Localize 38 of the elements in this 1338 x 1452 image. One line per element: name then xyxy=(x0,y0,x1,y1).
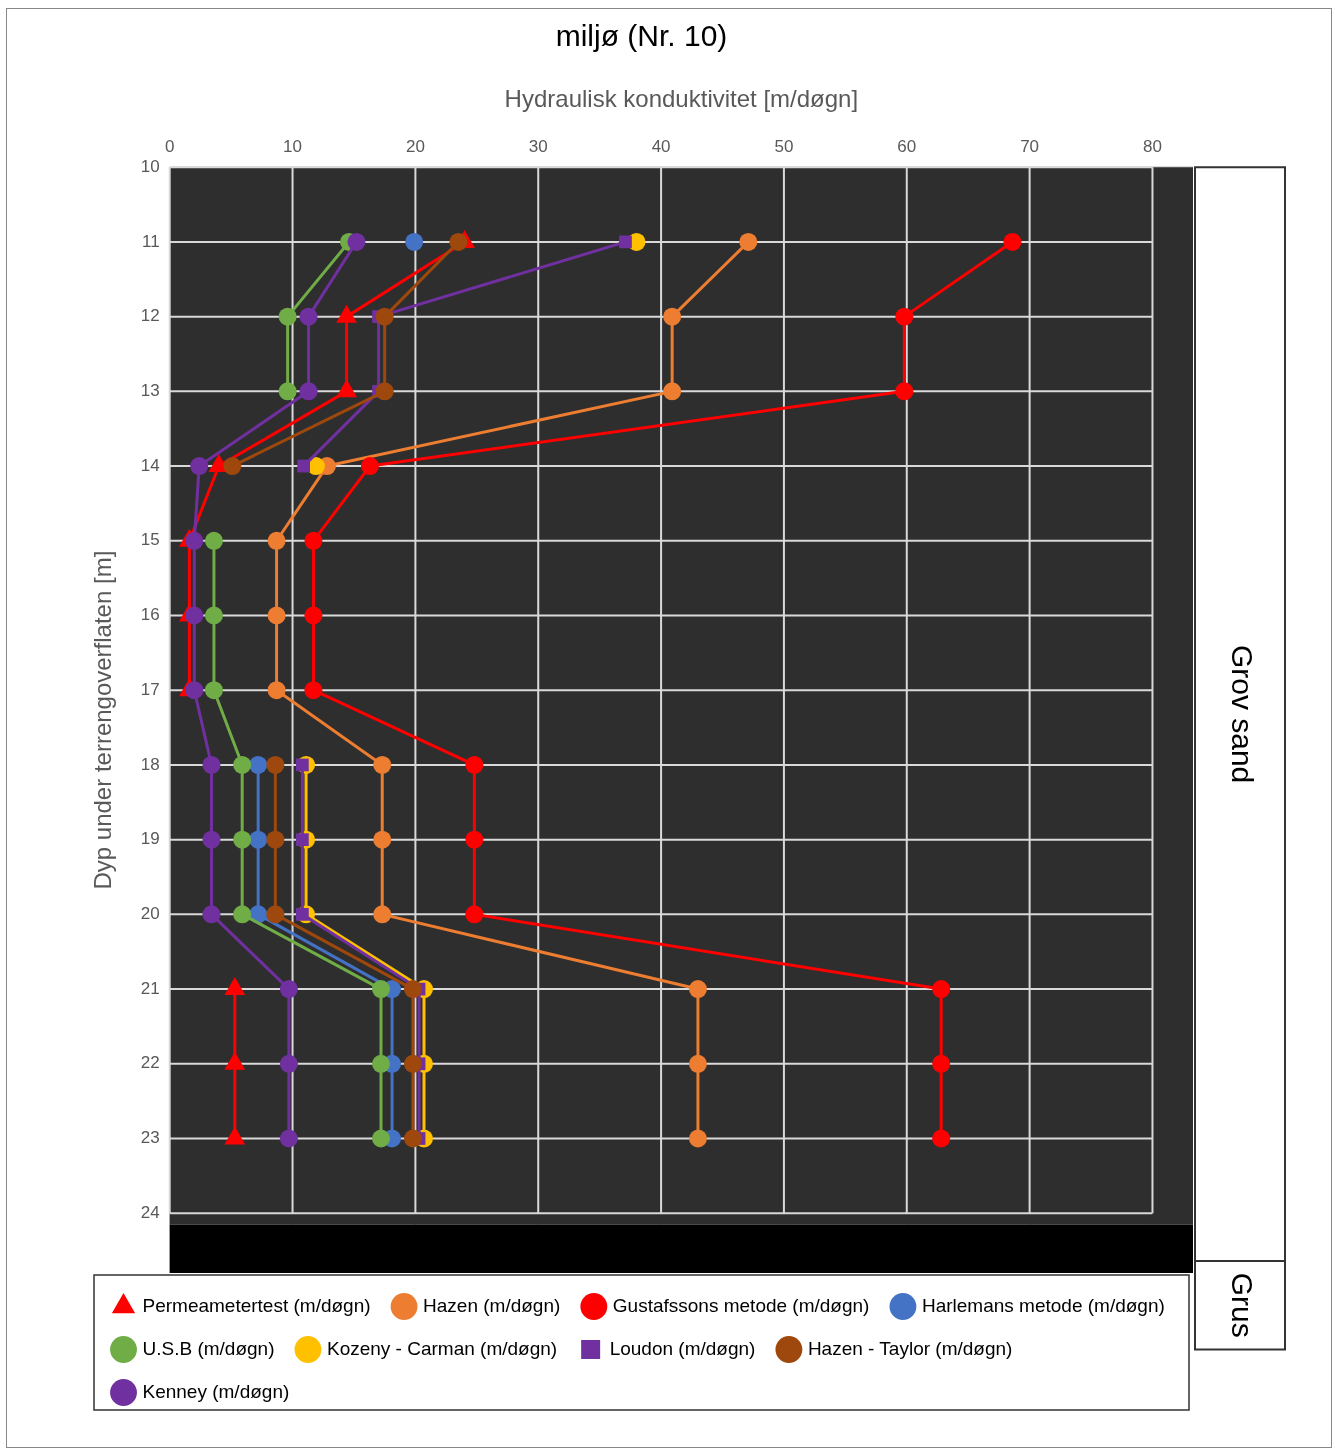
x-axis-title: Hydraulisk konduktivitet [m/døgn] xyxy=(504,85,859,113)
band-label: Grus xyxy=(1225,1272,1259,1338)
y-tick-label: 22 xyxy=(140,1053,160,1073)
y-tick-label: 12 xyxy=(140,306,160,326)
y-tick-label: 24 xyxy=(140,1202,160,1222)
y-tick-label: 23 xyxy=(140,1128,160,1148)
legend-label: Kozeny - Carman (m/døgn) xyxy=(326,1337,558,1359)
chart-title: miljø (Nr. 10) xyxy=(555,19,728,53)
legend-label: Gustafssons metode (m/døgn) xyxy=(612,1294,870,1316)
legend-label: U.S.B (m/døgn) xyxy=(142,1337,275,1359)
y-tick-label: 14 xyxy=(140,455,160,475)
x-tick-label: 30 xyxy=(528,136,548,156)
x-tick-label: 60 xyxy=(897,136,917,156)
y-axis-title: Dyp under terrengoverflaten [m] xyxy=(89,550,117,890)
legend-label: Loudon (m/døgn) xyxy=(609,1337,756,1359)
y-tick-label: 15 xyxy=(140,530,160,550)
x-tick-label: 0 xyxy=(164,136,175,156)
x-tick-label: 80 xyxy=(1143,136,1162,156)
x-tick-label: 40 xyxy=(651,136,671,156)
legend-label: Permeametertest (m/døgn) xyxy=(142,1294,371,1316)
y-tick-label: 11 xyxy=(142,231,160,251)
legend-label: Hazen - Taylor (m/døgn) xyxy=(807,1337,1013,1359)
x-tick-label: 20 xyxy=(405,136,425,156)
legend-label: Harlemans metode (m/døgn) xyxy=(921,1294,1165,1316)
y-tick-label: 10 xyxy=(140,156,160,176)
x-tick-label: 70 xyxy=(1020,136,1040,156)
x-tick-label: 50 xyxy=(774,136,794,156)
y-tick-label: 21 xyxy=(140,978,160,998)
y-tick-label: 20 xyxy=(140,904,160,924)
x-tick-label: 10 xyxy=(283,136,303,156)
y-tick-label: 17 xyxy=(140,679,160,699)
y-tick-label: 19 xyxy=(140,829,160,849)
y-tick-label: 16 xyxy=(140,605,160,625)
y-tick-label: 18 xyxy=(140,754,160,774)
legend-label: Hazen (m/døgn) xyxy=(423,1294,561,1316)
legend-label: Kenney (m/døgn) xyxy=(142,1380,290,1402)
band-label: Grov sand xyxy=(1225,644,1259,784)
y-tick-label: 13 xyxy=(140,381,160,401)
